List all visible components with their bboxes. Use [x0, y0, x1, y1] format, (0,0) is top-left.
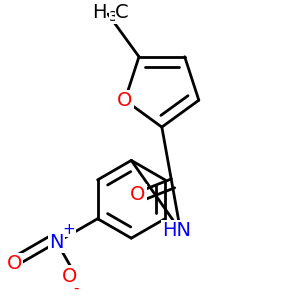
Text: 3: 3 [110, 11, 118, 24]
Text: N: N [50, 233, 64, 252]
Text: +: + [63, 222, 76, 237]
Text: C: C [115, 3, 128, 22]
Text: H: H [92, 3, 106, 22]
Text: O: O [117, 91, 133, 110]
Text: HN: HN [162, 221, 191, 241]
Text: O: O [62, 266, 78, 286]
Text: O: O [130, 185, 146, 204]
Text: O: O [7, 254, 22, 273]
Text: -: - [74, 281, 79, 296]
